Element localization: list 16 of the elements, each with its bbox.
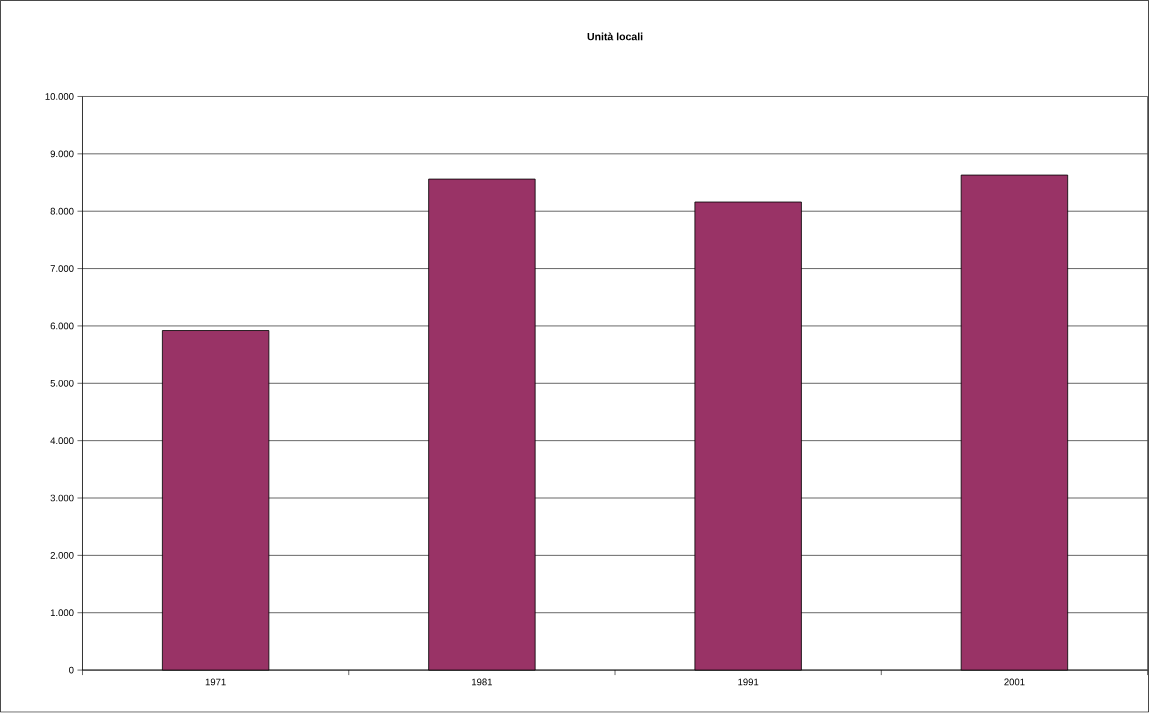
y-tick-label: 3.000 (50, 494, 74, 502)
y-tick-label: 4.000 (50, 437, 74, 445)
y-tick-label: 8.000 (50, 208, 74, 215)
y-tick-label: 5.000 (50, 380, 74, 387)
y-tick-label: 6.000 (50, 322, 74, 330)
x-tick-label: 1971 (205, 678, 226, 686)
y-tick-label: 7.000 (50, 265, 74, 273)
y-tick-label: 1.000 (50, 609, 74, 617)
y-tick-label: 0 (69, 666, 74, 674)
chart-title: Unità locali (587, 32, 643, 41)
y-tick-label: 2.000 (50, 552, 74, 559)
x-tick-label: 2001 (1004, 678, 1025, 686)
x-tick-label: 1981 (472, 678, 492, 686)
x-tick-label: 1991 (738, 678, 759, 686)
y-tick-label: 10.000 (45, 93, 74, 101)
y-tick-label: 9.000 (50, 150, 74, 158)
